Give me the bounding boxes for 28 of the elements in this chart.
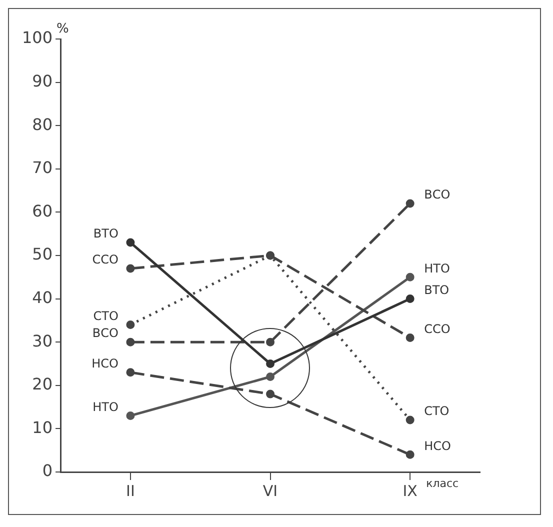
text: ВТО: [424, 282, 450, 297]
y-tick-label: 50: [32, 244, 53, 264]
series-label: ВСО: [92, 326, 118, 340]
series-label: НСО: [92, 356, 118, 371]
y-tick-label: 30: [32, 331, 53, 350]
series-label: НТО: [92, 400, 118, 414]
text: НТО: [424, 261, 450, 276]
text: ССО: [424, 322, 450, 336]
x-tick-label: II: [126, 482, 135, 500]
x-tick-label: IX: [402, 482, 418, 500]
series-label: ВТО: [93, 226, 118, 241]
y-tick-label: 40: [32, 288, 53, 307]
x-axis-title: класс: [426, 476, 459, 490]
text: НСО: [424, 438, 451, 453]
series-label: СТО: [93, 308, 118, 323]
x-tick-label: VI: [262, 482, 278, 500]
text: ВСО: [424, 188, 450, 202]
y-tick-label: 80: [32, 114, 53, 134]
y-axis-title: %: [56, 21, 69, 36]
y-tick-label: 70: [32, 158, 53, 178]
y-tick-label: 20: [32, 374, 53, 394]
y-tick-label: 0: [42, 461, 53, 480]
series-label: ССО: [92, 252, 118, 267]
y-tick-label: 60: [32, 201, 53, 220]
y-tick-label: 100: [22, 28, 53, 48]
y-tick-label: 90: [32, 71, 53, 90]
text: СТО: [424, 404, 450, 418]
y-tick-label: 10: [32, 418, 53, 437]
